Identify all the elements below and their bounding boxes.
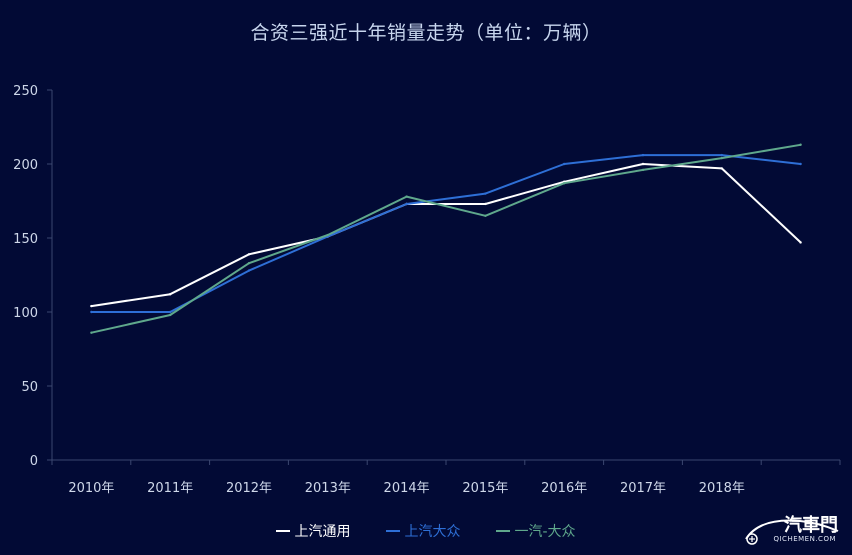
series-point-2	[405, 195, 408, 198]
legend-swatch-sgm	[276, 530, 291, 532]
x-tick-label: 2011年	[147, 481, 193, 496]
series-point-2	[563, 182, 566, 185]
watermark-site: QICHEMEN.COM	[773, 535, 836, 543]
series-point-1	[484, 192, 487, 195]
x-tick-label: 2015年	[462, 481, 508, 496]
series-line-0	[91, 163, 802, 308]
series-point-1	[405, 202, 408, 206]
y-tick-label: 150	[13, 232, 38, 247]
x-tick-label: 2018年	[699, 481, 745, 496]
legend-label-svw: 上汽大众	[404, 524, 461, 540]
series-point-2	[247, 261, 251, 265]
series-point-1	[563, 162, 566, 166]
legend-label-fawvw: 一汽-大众	[514, 524, 576, 540]
series-point-0	[169, 293, 172, 296]
series-point-2	[720, 156, 723, 160]
series-point-1	[169, 310, 172, 314]
series-point-1	[247, 269, 251, 272]
legend-item-svw[interactable]: 上汽大众	[386, 521, 460, 541]
chart-title: 合资三强近十年销量走势（单位：万辆）	[250, 22, 602, 44]
series-point-2	[641, 168, 645, 172]
legend-swatch-fawvw	[496, 530, 511, 532]
x-tick-label: 2012年	[226, 481, 272, 496]
x-tick-label: 2016年	[541, 481, 587, 496]
legend-item-sgm[interactable]: 上汽通用	[276, 521, 350, 541]
series-point-0	[641, 162, 645, 166]
series-line-2	[91, 143, 801, 334]
y-tick-label: 0	[30, 454, 38, 469]
series-point-2	[799, 143, 802, 146]
y-tick-label: 250	[13, 84, 38, 99]
series-point-0	[484, 202, 487, 206]
watermark-brand: 汽車門	[784, 515, 838, 536]
legend-swatch-svw	[386, 530, 401, 532]
series-point-0	[720, 167, 723, 170]
x-tick-label: 2013年	[305, 481, 351, 496]
series-line-1	[91, 154, 801, 313]
series-point-2	[90, 331, 93, 334]
car-logo-icon	[745, 519, 839, 545]
x-tick-label: 2014年	[384, 481, 430, 496]
series-point-2	[326, 233, 329, 237]
legend-label-sgm: 上汽通用	[294, 524, 351, 540]
chart-legend: 上汽通用 上汽大众 一汽-大众	[0, 521, 852, 541]
legend-item-fawvw[interactable]: 一汽-大众	[496, 521, 576, 541]
series-point-1	[90, 310, 93, 314]
y-tick-label: 50	[21, 380, 38, 395]
x-tick-label: 2010年	[68, 481, 114, 496]
series-point-1	[799, 162, 802, 166]
series-point-2	[484, 214, 487, 217]
y-tick-label: 200	[13, 158, 38, 173]
series-point-0	[247, 253, 251, 256]
x-tick-label: 2017年	[620, 481, 666, 496]
series-point-0	[799, 241, 802, 244]
series-point-1	[641, 153, 645, 157]
watermark: 汽車門 QICHEMEN.COM	[742, 505, 842, 549]
series-point-2	[169, 313, 172, 317]
series-point-1	[720, 153, 723, 157]
series-point-0	[90, 304, 93, 308]
y-tick-label: 100	[13, 306, 38, 321]
